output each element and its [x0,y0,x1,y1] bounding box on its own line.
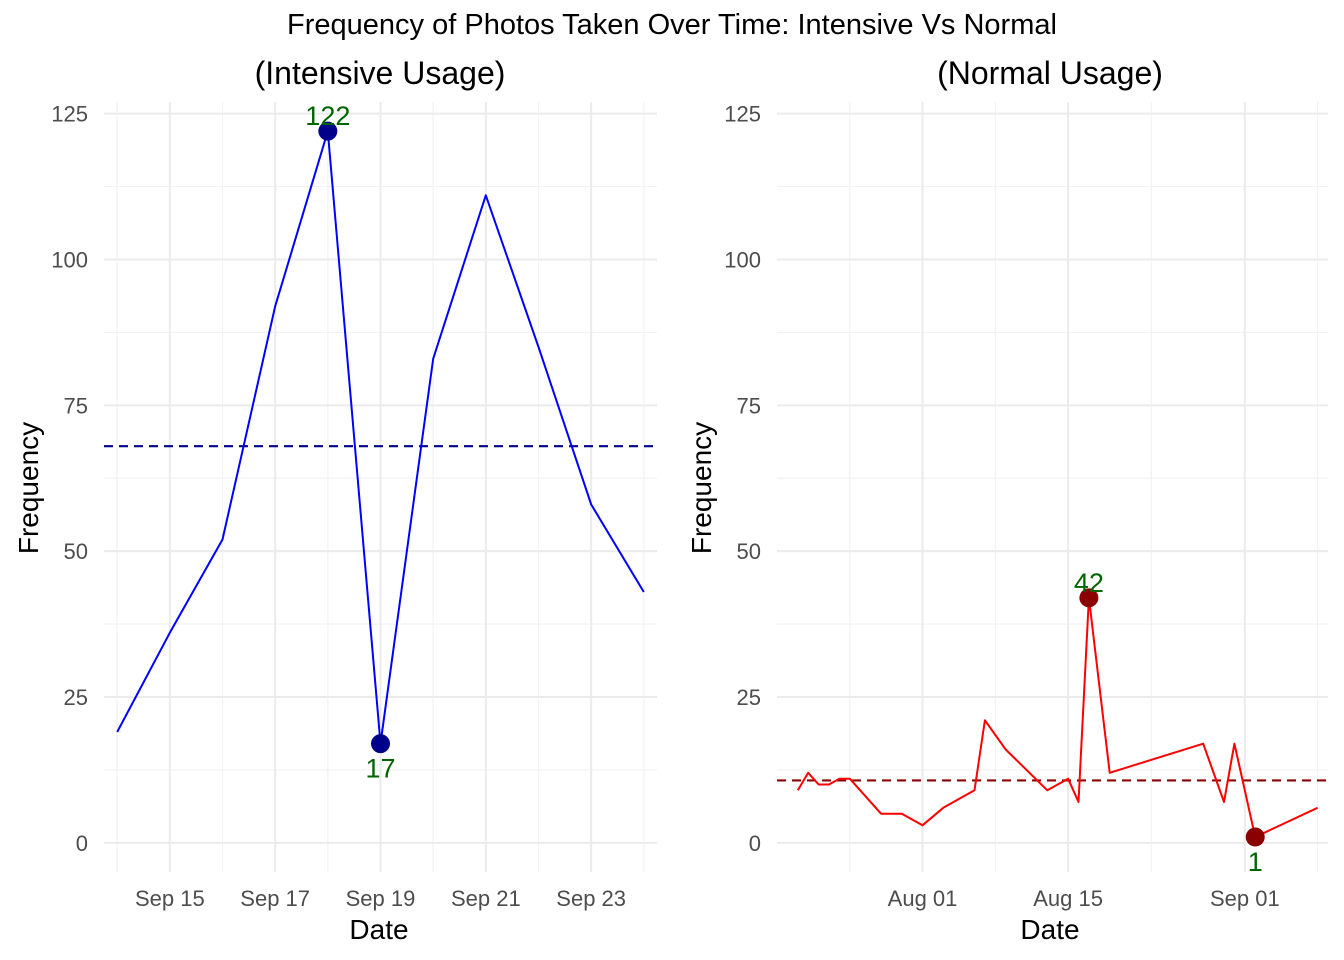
normal-usage-panel: (Normal Usage) 0 25 50 75 100 125 Aug 01 Aug 1… [686,55,1328,945]
highlight-value-label: 1 [1248,847,1263,877]
highlight-point [1245,827,1265,847]
intensive-x-axis-title: Date [349,914,408,945]
normal-y-tick-labels: 0 25 50 75 100 125 [724,102,761,856]
x-tick-label: Sep 21 [451,886,521,911]
series-line [796,596,1319,838]
highlight-point [1079,588,1099,608]
y-tick-label: 100 [724,248,761,273]
y-tick-label: 25 [64,685,88,710]
y-tick-label: 125 [724,102,761,127]
y-tick-label: 100 [51,248,88,273]
normal-panel-title: (Normal Usage) [937,55,1163,91]
x-tick-label: Sep 23 [556,886,626,911]
y-tick-label: 25 [737,685,761,710]
x-tick-label: Sep 01 [1210,886,1280,911]
y-tick-label: 75 [737,393,761,418]
intensive-panel-title: (Intensive Usage) [255,55,506,91]
intensive-plot-marks: 122 17 [104,101,657,784]
x-tick-label: Aug 15 [1033,886,1103,911]
normal-x-axis-title: Date [1020,914,1079,945]
x-tick-label: Aug 01 [888,886,958,911]
intensive-y-axis-title: Frequency [13,422,44,554]
x-tick-label: Sep 15 [135,886,205,911]
x-tick-label: Sep 19 [346,886,416,911]
normal-x-tick-labels: Aug 01 Aug 15 Sep 01 [888,886,1280,911]
intensive-x-tick-labels: Sep 15 Sep 17 Sep 19 Sep 21 Sep 23 [135,886,626,911]
highlight-point [371,734,390,754]
figure-title: Frequency of Photos Taken Over Time: Int… [287,9,1057,41]
highlight-value-label: 122 [305,101,350,131]
normal-plot-marks: 42 1 [777,568,1328,877]
x-tick-label: Sep 17 [240,886,310,911]
highlight-value-label: 42 [1074,568,1104,598]
intensive-y-tick-labels: 0 25 50 75 100 125 [51,102,88,856]
normal-y-axis-title: Frequency [686,422,717,554]
y-tick-label: 50 [737,539,761,564]
y-tick-label: 0 [76,831,88,856]
y-tick-label: 125 [51,102,88,127]
y-tick-label: 0 [749,831,761,856]
intensive-grid [104,102,657,872]
normal-grid [777,102,1328,872]
highlight-point [318,121,338,141]
y-tick-label: 50 [64,539,88,564]
y-tick-label: 75 [64,393,88,418]
highlight-value-label: 17 [365,754,395,784]
